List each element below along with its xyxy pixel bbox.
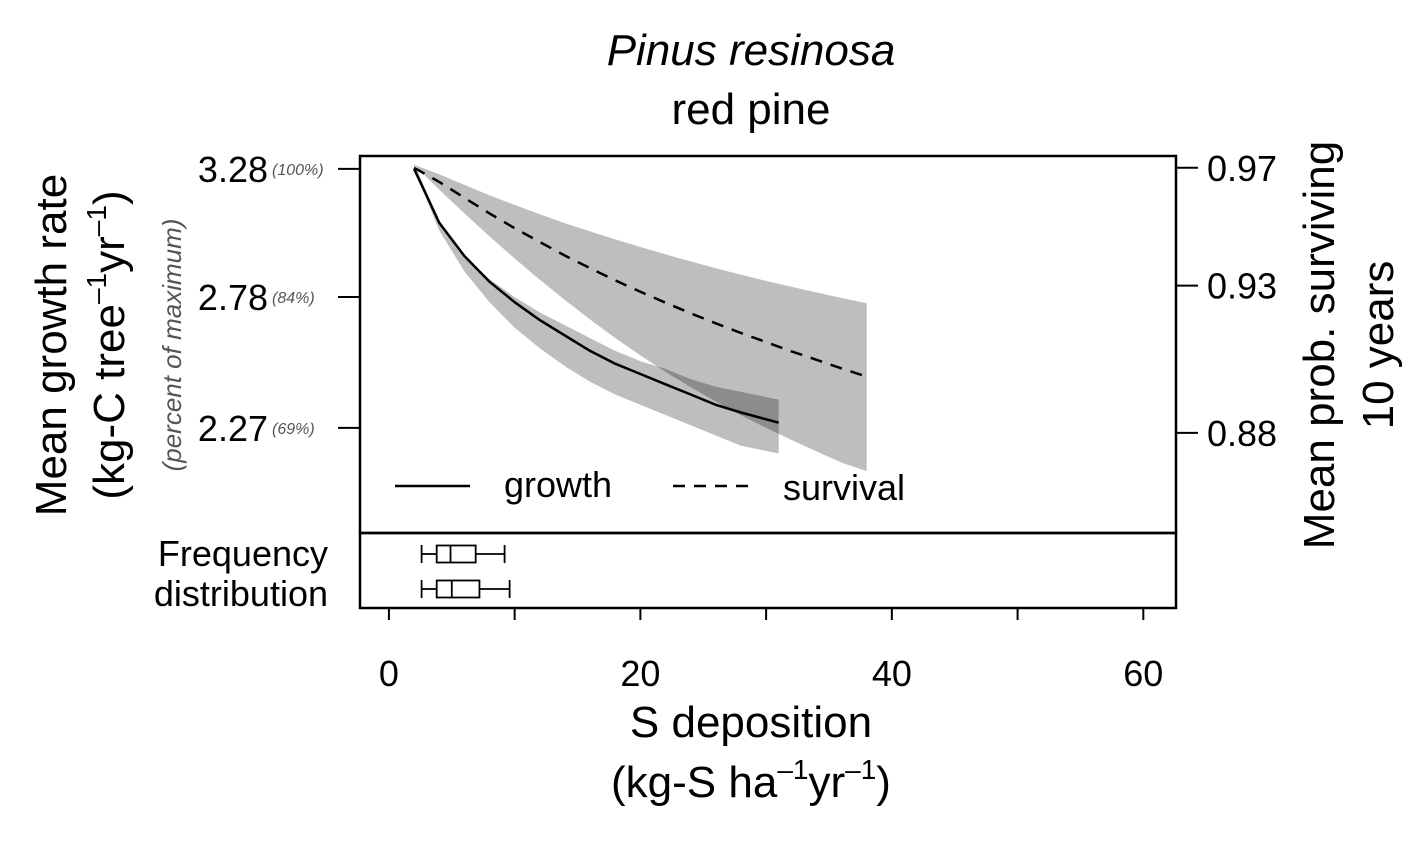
y-right-tick-label: 0.93 <box>1207 266 1277 307</box>
frequency-label-line1: Frequency <box>158 533 328 574</box>
y-left-tick-label: 2.78 <box>198 277 268 318</box>
x-units-post: ) <box>876 758 891 807</box>
x-axis-label: S deposition <box>630 698 872 747</box>
y-units-sup2: –1 <box>81 205 112 236</box>
y-right-tick-label: 0.97 <box>1207 148 1277 189</box>
x-tick-label: 20 <box>620 653 660 694</box>
frequency-boxplots <box>420 544 511 599</box>
chart-subtitle: red pine <box>671 85 830 134</box>
x-units-sup1: –1 <box>777 754 808 785</box>
x-units-sup2: –1 <box>845 754 876 785</box>
survival-band <box>414 164 867 472</box>
y-left-tick-label: 3.28 <box>198 149 268 190</box>
growth-line <box>412 168 780 424</box>
y-left-tick-percent: (69%) <box>272 421 315 438</box>
boxplot-box <box>435 544 477 564</box>
y-units-pre: (kg-C tree <box>85 304 134 500</box>
axes: 0 20 40 60 3.28 (100%) 2.78 (84%) 2.27 (69%) 0.97 0… <box>198 148 1277 694</box>
x-axis-units: (kg-S ha–1yr–1) <box>611 754 891 807</box>
chart-title: Pinus resinosa <box>607 26 896 75</box>
confidence-bands <box>414 163 867 472</box>
y-left-axis-units: (kg-C tree–1yr–1) <box>81 190 134 499</box>
y-left-tick-percent: (84%) <box>272 290 315 307</box>
x-units-mid: yr <box>808 758 845 807</box>
y-units-mid: yr <box>85 236 134 273</box>
survival-line <box>413 166 868 378</box>
x-tick-label: 40 <box>872 653 912 694</box>
y-left-axis-label: Mean growth rate <box>27 174 76 516</box>
legend: growth survival <box>395 464 905 508</box>
y-left-tick-percent: (100%) <box>272 162 324 179</box>
series-lines <box>412 166 868 424</box>
frequency-panel-frame <box>358 531 1178 610</box>
frequency-label-line2: distribution <box>154 573 328 614</box>
y-left-tick-label: 2.27 <box>198 408 268 449</box>
y-right-axis-label-line1: Mean prob. surviving <box>1295 141 1344 549</box>
legend-survival-label: survival <box>783 467 905 508</box>
legend-growth-label: growth <box>504 464 612 505</box>
x-tick-label: 0 <box>379 653 399 694</box>
x-units-pre: (kg-S ha <box>611 758 778 807</box>
y-right-axis-label-line2: 10 years <box>1354 261 1403 430</box>
x-tick-label: 60 <box>1123 653 1163 694</box>
y-units-sup1: –1 <box>81 273 112 304</box>
y-left-secondary-label: (percent of maximum) <box>157 219 187 472</box>
y-right-tick-label: 0.88 <box>1207 413 1277 454</box>
boxplot-box <box>435 579 481 599</box>
band-overlap <box>414 164 779 454</box>
y-units-post: ) <box>85 190 134 205</box>
